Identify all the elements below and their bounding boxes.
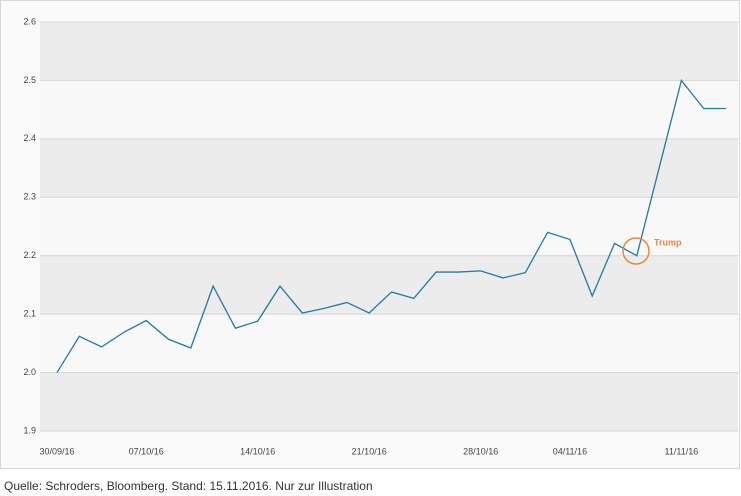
x-tick-label: 14/10/16 xyxy=(240,446,275,456)
grid-band xyxy=(40,138,738,198)
source-note: Quelle: Schroders, Bloomberg. Stand: 15.… xyxy=(4,479,373,493)
x-tick-label: 30/09/16 xyxy=(39,446,74,456)
grid-band xyxy=(40,255,738,315)
y-tick-label: 2.6 xyxy=(23,16,36,26)
y-tick-label: 1.9 xyxy=(23,425,36,435)
data-line xyxy=(56,78,726,373)
y-tick-label: 2.1 xyxy=(23,309,36,319)
grid-band xyxy=(40,372,738,431)
x-tick-label: 07/10/16 xyxy=(129,446,164,456)
annotation-text: Trump xyxy=(654,237,682,247)
y-tick-label: 2.4 xyxy=(23,133,36,143)
x-tick-label: 11/11/16 xyxy=(665,446,699,456)
y-tick-label: 2.5 xyxy=(23,75,36,85)
chart: 1.9 2.0 2.1 2.2 2.3 2.4 2.5 2.6 30/09/16 07/10/16… xyxy=(0,0,740,469)
x-tick-label: 28/10/16 xyxy=(463,446,498,456)
y-tick-label: 2.0 xyxy=(23,367,36,377)
x-tick-label: 04/11/16 xyxy=(553,446,587,456)
annotation-circle xyxy=(622,237,650,265)
grid-band xyxy=(40,22,738,81)
x-tick-label: 21/10/16 xyxy=(352,446,387,456)
y-tick-label: 2.3 xyxy=(23,192,36,202)
grid-band xyxy=(40,80,738,139)
y-tick-label: 2.2 xyxy=(23,250,36,260)
grid-band xyxy=(40,314,738,373)
grid-band xyxy=(40,197,738,256)
